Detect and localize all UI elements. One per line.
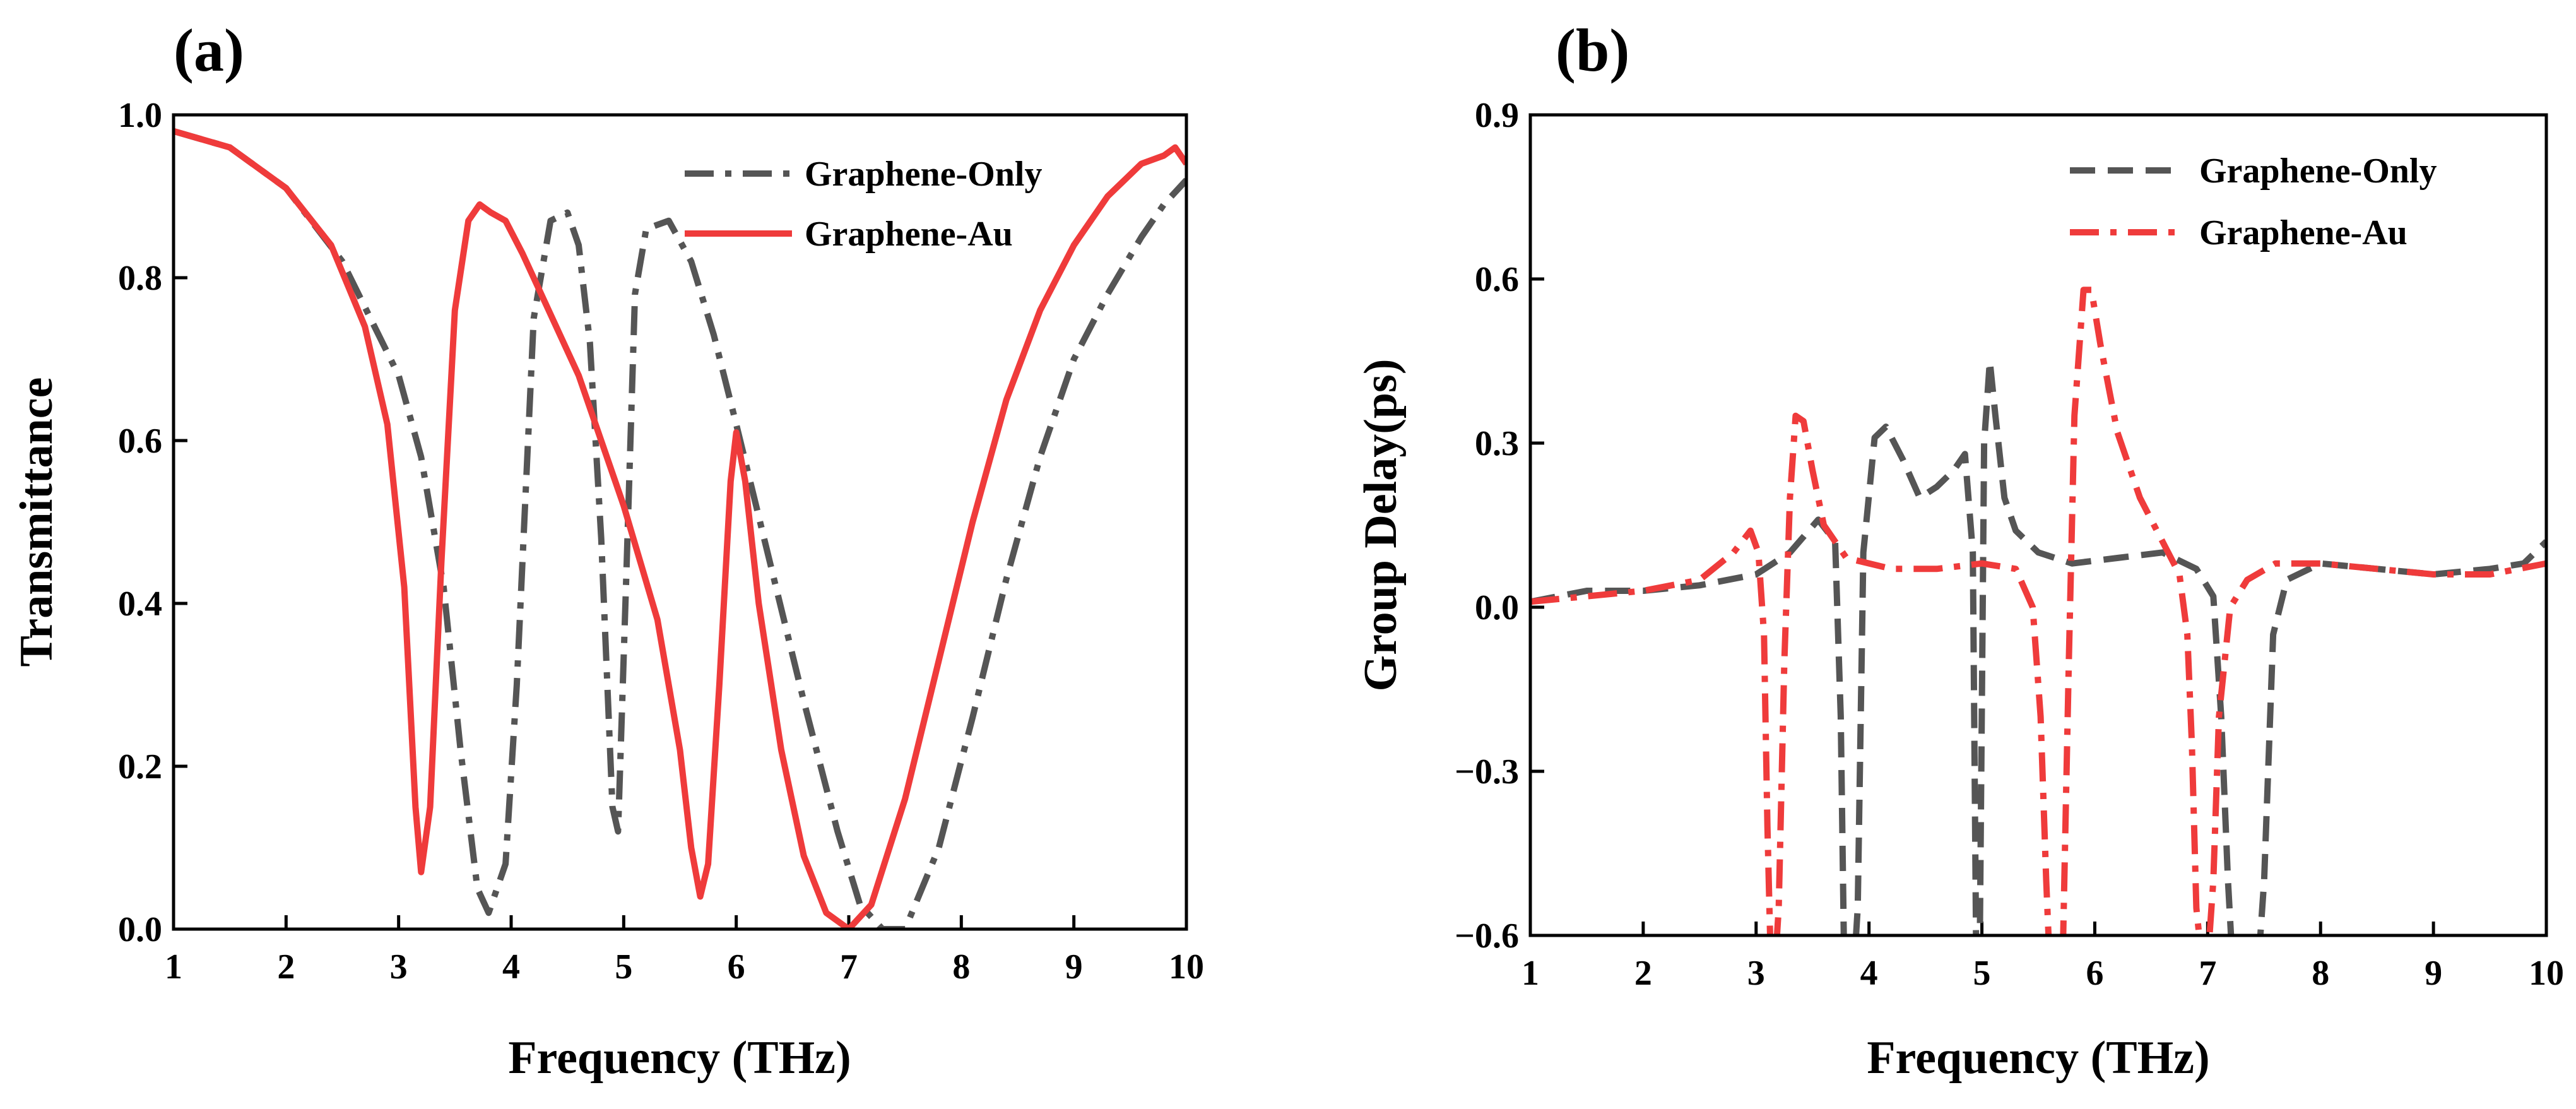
panel-a-y-tick-label: 0.0	[118, 910, 162, 949]
panel-a-x-tick-label: 8	[952, 947, 970, 987]
panel-b-y-tick-label: 0.6	[1475, 260, 1519, 299]
panel-a-series-graphene-au	[174, 128, 1186, 929]
panel-b-series-graphene-only	[1530, 358, 2546, 935]
panel-a-legend-label-graphene-au: Graphene-Au	[805, 215, 1013, 254]
panel-b-x-tick-label: 6	[2086, 954, 2103, 993]
panel-a-x-tick-label: 7	[840, 947, 858, 987]
panel-a-transmittance-chart: (a) 1 2 3 4 5 6 7 8 9 10 0.0 0.2 0.4 0.6 0.8 1.0 Freque…	[11, 16, 1204, 1084]
panel-b-y-tick-label: −0.3	[1455, 752, 1519, 792]
panel-a-y-tick-label: 1.0	[118, 96, 162, 135]
panel-b-group-delay-chart: (b) 1 2 3 4 5 6 7 8 9 10 −0.6 −0.3 0.0 0.3 0.6 0.9 Freq…	[1355, 16, 2564, 1084]
panel-b-x-tick-label: 2	[1634, 954, 1652, 993]
panel-b-y-tick-label: 0.3	[1475, 424, 1519, 463]
panel-b-legend-label-graphene-au: Graphene-Au	[2199, 213, 2408, 252]
panel-a-x-tick-label: 9	[1065, 947, 1083, 987]
panel-b-x-axis-title: Frequency (THz)	[1867, 1032, 2209, 1084]
panel-a-y-tick-label: 0.4	[118, 584, 162, 624]
panel-b-y-axis-title: Group Delay(ps)	[1355, 359, 1407, 692]
panel-a-legend-label-graphene-only: Graphene-Only	[805, 155, 1042, 194]
panel-b-legend: Graphene-Only Graphene-Au	[2070, 151, 2437, 252]
panel-b-x-tick-label: 9	[2425, 954, 2442, 993]
panel-a-x-tick-label: 2	[277, 947, 295, 987]
panel-b-plot-frame	[1528, 113, 2548, 937]
panel-b-x-tick-label: 5	[1973, 954, 1991, 993]
panel-b-x-tick-label: 1	[1521, 954, 1539, 993]
panel-b-label: (b)	[1556, 16, 1629, 84]
panel-b-y-tick-label: 0.0	[1475, 588, 1519, 627]
panel-b-x-tick-label: 10	[2529, 954, 2564, 993]
panel-a-y-tick-label: 0.8	[118, 259, 162, 298]
panel-a-x-tick-label: 1	[165, 947, 182, 987]
panel-b-x-tick-label: 3	[1747, 954, 1765, 993]
panel-a-label: (a)	[174, 16, 244, 84]
panel-b-legend-label-graphene-only: Graphene-Only	[2199, 151, 2437, 191]
panel-a-series-graphene-only	[174, 128, 1186, 929]
panel-a-x-tick-label: 6	[728, 947, 745, 987]
panel-a-legend: Graphene-Only Graphene-Au	[685, 155, 1042, 254]
panel-a-x-axis-title: Frequency (THz)	[508, 1032, 851, 1084]
panel-b-series-graphene-au	[1530, 287, 2546, 935]
panel-a-y-tick-label: 0.6	[118, 422, 162, 461]
panel-b-x-tick-label: 7	[2199, 954, 2216, 993]
panel-b-x-tick-label: 4	[1860, 954, 1878, 993]
panel-a-x-tick-label: 3	[390, 947, 408, 987]
panel-a-y-axis-title: Transmittance	[11, 377, 62, 667]
panel-a-x-tick-label: 10	[1169, 947, 1204, 987]
panel-a-x-tick-label: 4	[502, 947, 520, 987]
panel-a-x-tick-label: 5	[615, 947, 632, 987]
panel-b-y-tick-label: −0.6	[1455, 916, 1519, 956]
panel-a-y-tick-label: 0.2	[118, 747, 162, 786]
panel-b-y-tick-label: 0.9	[1475, 96, 1519, 135]
panel-b-x-tick-label: 8	[2312, 954, 2329, 993]
panel-a-plot-frame	[172, 113, 1188, 931]
